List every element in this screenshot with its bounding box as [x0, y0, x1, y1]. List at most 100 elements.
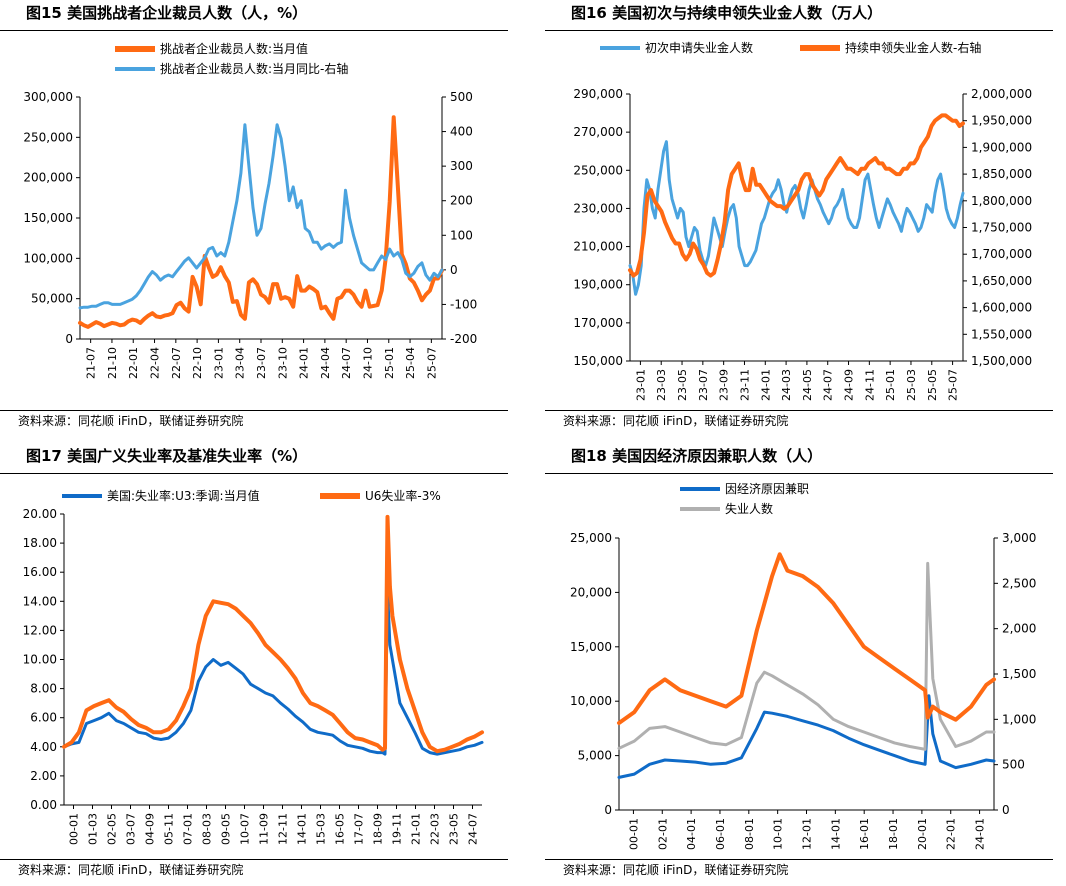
source-note: 资料来源：同花顺 iFinD，联储证券研究院 — [0, 859, 508, 880]
y2-tick-label: 1,500 — [1002, 667, 1036, 681]
y-tick-label: 150,000 — [573, 354, 623, 368]
y2-tick-label: 1,000 — [1002, 712, 1036, 726]
chart-panel-18: 图18 美国因经济原因兼职人数（人） 0 5,000 10,000 15,000 20,… — [545, 443, 1066, 886]
y2-tick-label: 1,950,000 — [971, 114, 1032, 128]
y-tick-label: 210,000 — [573, 240, 623, 254]
y2-tick-label: 1,500,000 — [971, 354, 1032, 368]
x-tick-label: 00-01 — [627, 818, 640, 850]
source-note: 资料来源：同花顺 iFinD，联储证券研究院 — [545, 410, 1053, 431]
series-line-0 — [617, 694, 996, 779]
y2-tick-label: 500 — [1002, 758, 1025, 772]
x-tick-label: 24-11 — [863, 369, 876, 401]
x-tick-label: 16-01 — [858, 818, 871, 850]
x-tick-label: 23-10 — [276, 347, 289, 379]
y2-tick-label: 1,550,000 — [971, 327, 1032, 341]
x-tick-label: 05-11 — [163, 813, 176, 845]
x-tick-label: 23-05 — [448, 813, 461, 845]
chart-title: 图18 美国因经济原因兼职人数（人） — [545, 443, 1053, 474]
y-tick-label: 0 — [604, 803, 612, 817]
y2-tick-label: 100 — [450, 228, 473, 242]
x-tick-label: 24-07 — [822, 369, 835, 401]
y2-tick-label: 200 — [450, 194, 473, 208]
legend-label: 因经济原因兼职 — [725, 481, 809, 496]
y-tick-label: 12.00 — [23, 623, 57, 637]
x-tick-label: 14-01 — [829, 818, 842, 850]
y-tick-label: 250,000 — [573, 163, 623, 177]
y-tick-label: 25,000 — [570, 531, 612, 545]
y-tick-label: 190,000 — [573, 278, 623, 292]
y-tick-label: 250,000 — [23, 130, 73, 144]
x-tick-label: 08-03 — [201, 813, 214, 845]
x-tick-label: 23-04 — [234, 347, 247, 379]
x-tick-label: 17-07 — [353, 813, 366, 845]
x-tick-label: 25-01 — [884, 369, 897, 401]
legend-label: 持续申领失业金人数-右轴 — [845, 40, 981, 55]
x-tick-label: 03-07 — [125, 813, 138, 845]
x-tick-label: 02-05 — [106, 813, 119, 845]
legend-label: 美国:失业率:U3:季调:当月值 — [107, 488, 260, 503]
x-tick-label: 10-01 — [772, 818, 785, 850]
y2-tick-label: -200 — [450, 332, 477, 346]
x-tick-label: 06-01 — [714, 818, 727, 850]
x-tick-label: 14-01 — [296, 813, 309, 845]
y-tick-label: 18.00 — [23, 536, 57, 550]
x-tick-label: 24-01 — [298, 347, 311, 379]
x-tick-label: 22-10 — [191, 347, 204, 379]
y-tick-label: 4.00 — [30, 740, 57, 754]
x-tick-label: 23-11 — [738, 369, 751, 401]
x-tick-label: 20-01 — [916, 818, 929, 850]
chart-panel-15: 图15 美国挑战者企业裁员人数（人，%） 0 50,000 100,000 150,0… — [0, 0, 533, 443]
y2-tick-label: 300 — [450, 159, 473, 173]
x-tick-label: 25-03 — [905, 369, 918, 401]
y2-tick-label: 2,000 — [1002, 622, 1036, 636]
x-tick-label: 23-07 — [697, 369, 710, 401]
y-tick-label: 230,000 — [573, 201, 623, 215]
y-tick-label: 6.00 — [30, 711, 57, 725]
x-tick-label: 09-05 — [220, 813, 233, 845]
chart-svg: 0 5,000 10,000 15,000 20,000 25,000 0 500 1,000 1… — [570, 481, 1036, 850]
y-tick-label: 0 — [65, 332, 73, 346]
y-tick-label: 2.00 — [30, 769, 57, 783]
x-tick-label: 21-07 — [85, 347, 98, 379]
x-tick-label: 24-05 — [801, 369, 814, 401]
chart-title: 图15 美国挑战者企业裁员人数（人，%） — [0, 0, 508, 31]
source-note: 资料来源：同花顺 iFinD，联储证券研究院 — [0, 410, 508, 431]
x-tick-label: 25-01 — [383, 347, 396, 379]
series-line-0 — [62, 588, 484, 756]
y-tick-label: 290,000 — [573, 87, 623, 101]
y2-tick-label: 1,650,000 — [971, 274, 1032, 288]
y-tick-label: 14.00 — [23, 594, 57, 608]
x-tick-label: 22-01 — [127, 347, 140, 379]
y-tick-label: 20.00 — [23, 507, 57, 521]
y-tick-label: 200,000 — [23, 171, 73, 185]
x-tick-label: 21-10 — [106, 347, 119, 379]
y-tick-label: 8.00 — [30, 682, 57, 696]
x-tick-label: 23-01 — [634, 369, 647, 401]
x-tick-label: 23-01 — [212, 347, 225, 379]
legend-label: 挑战者企业裁员人数:当月值 — [160, 41, 308, 56]
series-line-1 — [617, 561, 996, 751]
x-tick-label: 18-01 — [887, 818, 900, 850]
x-tick-label: 02-01 — [656, 818, 669, 850]
chart-svg: 0 50,000 100,000 150,000 200,000 250,000 300,0… — [23, 41, 477, 379]
chart-svg: 150,000 170,000 190,000 210,000 230,000 250,0… — [573, 40, 1032, 401]
x-tick-label: 24-10 — [361, 347, 374, 379]
y-tick-label: 150,000 — [23, 211, 73, 225]
y-tick-label: 100,000 — [23, 251, 73, 265]
y-tick-label: 5,000 — [578, 749, 612, 763]
y-tick-label: 0.00 — [30, 798, 57, 812]
chart-title: 图17 美国广义失业率及基准失业率（%） — [0, 443, 508, 474]
y2-tick-label: 2,500 — [1002, 576, 1036, 590]
series-line-1 — [78, 123, 444, 310]
source-note: 资料来源：同花顺 iFinD，联储证券研究院 — [545, 859, 1053, 880]
x-tick-label: 04-01 — [685, 818, 698, 850]
x-tick-label: 11-09 — [258, 813, 271, 845]
x-tick-label: 23-09 — [718, 369, 731, 401]
x-tick-label: 04-09 — [144, 813, 157, 845]
x-tick-label: 12-11 — [277, 813, 290, 845]
y-tick-label: 16.00 — [23, 565, 57, 579]
x-tick-label: 24-07 — [467, 813, 480, 845]
y-tick-label: 270,000 — [573, 125, 623, 139]
x-tick-label: 00-01 — [68, 813, 81, 845]
x-tick-label: 24-01 — [759, 369, 772, 401]
